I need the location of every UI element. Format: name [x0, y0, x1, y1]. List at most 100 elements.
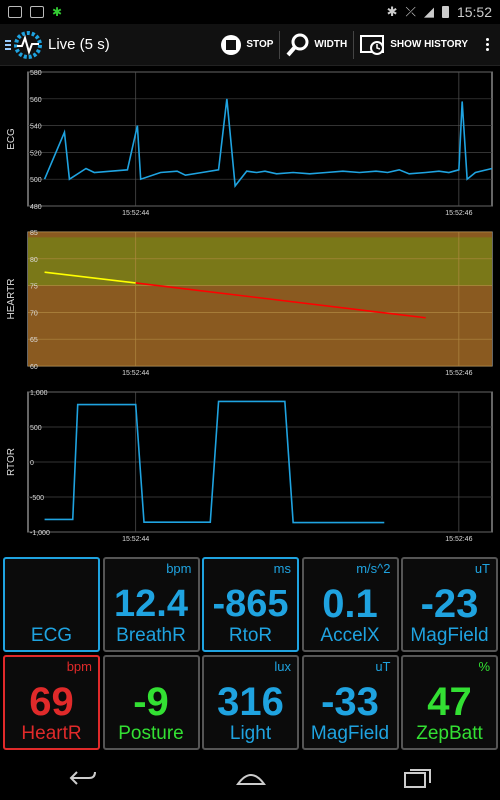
tile-label: Light	[229, 723, 272, 744]
tile-unit: m/s^2	[356, 561, 391, 576]
rtor-chart: 1,000 500 0 -500 -1,000 15:52:44 15:52:46 RTOR	[0, 386, 500, 546]
heartr-x-tick: 15:52:46	[445, 370, 472, 377]
rtor-chart-svg: 1,000 500 0 -500 -1,000 15:52:44 15:52:46 RTOR	[6, 390, 493, 543]
status-bar: ✱ ✱ ⤫ ◢ 15:52	[0, 0, 500, 24]
action-buttons: STOP WIDTH SHOW HISTORY	[214, 24, 500, 65]
heartr-y-label: HEARTR	[6, 279, 17, 320]
tile-label: MagField	[410, 625, 489, 646]
tile-unit: bpm	[166, 561, 192, 576]
tile-unit: %	[478, 659, 490, 674]
rtor-y-tick: 500	[30, 425, 42, 432]
width-button[interactable]: WIDTH	[280, 24, 353, 65]
tile-magfield[interactable]: uT -33 MagField	[301, 655, 399, 750]
tile-label: MagField	[310, 723, 390, 744]
zoom-icon	[286, 33, 309, 56]
action-bar: Live (5 s) STOP WIDTH SHOW HISTORY	[0, 24, 500, 66]
tile-label: Posture	[118, 723, 184, 744]
bluetooth-data-icon: ✱	[52, 5, 63, 19]
rtor-y-tick: 0	[30, 460, 34, 467]
action-divider	[353, 30, 355, 59]
heartr-band-normal	[28, 237, 492, 286]
recent-apps-icon[interactable]	[403, 767, 433, 789]
tile-zepbatt[interactable]: % 47 ZepBatt	[401, 655, 498, 750]
tile-unit: lux	[274, 659, 291, 674]
stop-button[interactable]: STOP	[214, 24, 279, 65]
battery-icon	[441, 6, 449, 18]
stop-icon	[221, 34, 242, 55]
tile-value: -865	[212, 583, 289, 625]
tile-label: HeartR	[21, 723, 82, 744]
tile-label: ECG	[30, 625, 73, 646]
tile-value: 0.1	[322, 582, 378, 626]
overflow-icon	[485, 36, 489, 53]
ecg-plot-area	[27, 71, 493, 207]
tile-light[interactable]: lux 316 Light	[202, 655, 299, 750]
tile-value: 47	[427, 680, 472, 724]
heartr-y-tick: 85	[30, 230, 38, 237]
ecg-y-tick: 580	[30, 70, 42, 77]
heartr-y-tick: 80	[30, 257, 38, 264]
notification-icon	[8, 6, 22, 18]
tile-unit: uT	[474, 561, 490, 576]
heartr-x-tick: 15:52:44	[122, 370, 149, 377]
status-right-icons: ✱ ⤫ ◢ 15:52	[387, 4, 492, 20]
tile-posture[interactable]: -9 Posture	[102, 655, 200, 750]
width-label: WIDTH	[314, 39, 348, 50]
tile-value: -23	[420, 582, 479, 626]
home-icon[interactable]	[234, 768, 268, 788]
heartr-series-line	[44, 271, 136, 284]
ecg-x-tick: 15:52:46	[445, 210, 472, 217]
rtor-x-tick: 15:52:44	[122, 536, 149, 543]
show-history-button[interactable]: SHOW HISTORY	[354, 24, 474, 65]
ecg-y-tick: 560	[30, 97, 42, 104]
heartr-y-tick: 60	[30, 364, 38, 371]
show-history-label: SHOW HISTORY	[390, 39, 468, 50]
heartr-y-tick: 75	[30, 284, 38, 291]
ecg-y-tick: 540	[30, 124, 42, 131]
ecg-chart: 580 560 540 520 500 480 15:52:44 15:52:46 ECG	[0, 66, 500, 220]
history-icon	[360, 34, 385, 55]
ecg-series-line	[43, 98, 493, 188]
rtor-x-tick: 15:52:46	[445, 536, 472, 543]
app-title: Live (5 s)	[48, 36, 110, 53]
rtor-y-label: RTOR	[6, 448, 17, 476]
rtor-y-tick: -500	[30, 495, 44, 502]
rtor-y-tick: -1,000	[30, 530, 50, 537]
status-time: 15:52	[456, 4, 492, 20]
heartr-y-tick: 65	[30, 337, 38, 344]
image-notification-icon	[30, 6, 44, 18]
tile-magfield[interactable]: uT -23 MagField	[401, 557, 498, 652]
tile-label: ZepBatt	[416, 723, 483, 744]
app-icon[interactable]	[4, 25, 44, 65]
tile-label: AccelX	[320, 625, 380, 646]
tile-value: -33	[321, 680, 379, 724]
tile-value: 69	[29, 680, 74, 724]
heartr-chart: 85 80 75 70 65 60 15:52:44 15:52:46 HEARTR	[0, 226, 500, 380]
tile-ecg[interactable]: ECG	[3, 557, 100, 652]
tile-label: RtoR	[228, 625, 273, 646]
ecg-chart-svg: 580 560 540 520 500 480 15:52:44 15:52:46 ECG	[6, 70, 493, 217]
vibrate-icon: ⤫	[405, 4, 416, 19]
tile-rtor[interactable]: ms -865 RtoR	[202, 557, 299, 652]
tile-value: 316	[217, 680, 284, 724]
tile-unit: uT	[375, 659, 391, 674]
action-divider	[279, 30, 281, 59]
rtor-series-line	[44, 400, 385, 524]
tile-accelx[interactable]: m/s^2 0.1 AccelX	[301, 557, 399, 652]
bluetooth-icon: ✱	[386, 4, 398, 19]
overflow-menu-button[interactable]	[474, 24, 500, 65]
tile-value: 12.4	[114, 583, 188, 625]
tile-unit: bpm	[66, 659, 92, 674]
navigation-bar	[0, 756, 500, 800]
status-left-icons: ✱	[8, 5, 62, 19]
heartr-y-tick: 70	[30, 310, 38, 317]
tile-label: BreathR	[116, 625, 186, 646]
tile-heartr[interactable]: bpm 69 HeartR	[3, 655, 100, 750]
stop-label: STOP	[246, 39, 274, 50]
back-icon[interactable]	[67, 768, 99, 788]
ecg-y-tick: 500	[30, 177, 42, 184]
ecg-y-tick: 480	[30, 204, 42, 211]
tile-breathr[interactable]: bpm 12.4 BreathR	[102, 557, 200, 652]
tile-value: -9	[133, 680, 169, 724]
ecg-y-label: ECG	[6, 128, 17, 150]
